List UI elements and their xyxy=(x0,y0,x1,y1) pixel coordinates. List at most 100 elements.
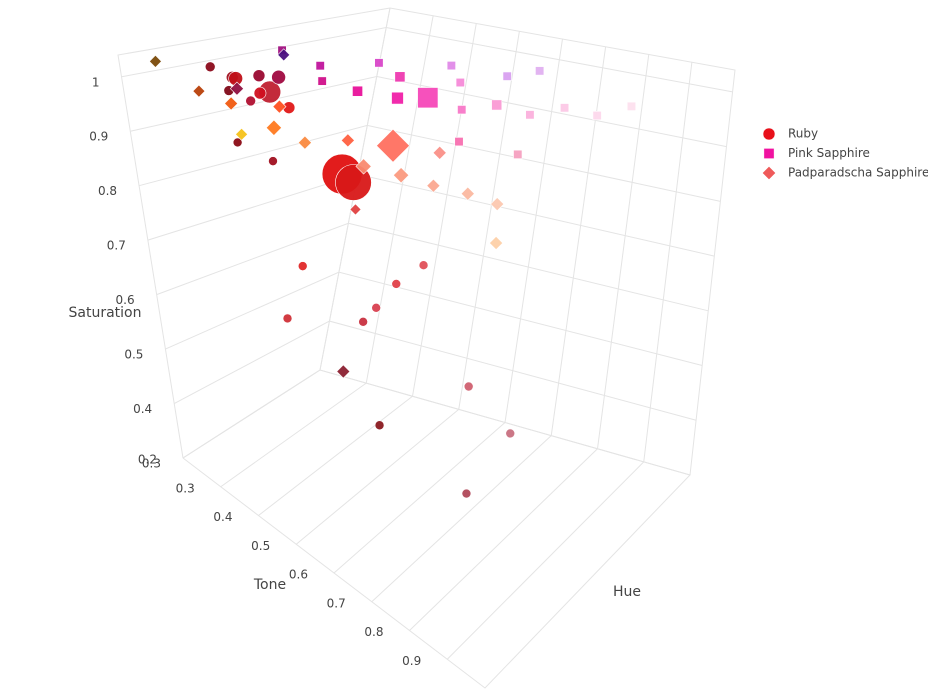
data-point xyxy=(297,261,308,271)
legend-marker xyxy=(762,127,776,141)
y-tick-label: 0.9 xyxy=(402,654,421,668)
box-edge xyxy=(182,369,691,689)
data-point xyxy=(340,133,355,148)
x-axis-title: Hue xyxy=(613,584,641,600)
data-point xyxy=(454,137,464,147)
data-point xyxy=(272,99,287,114)
data-point xyxy=(282,313,293,324)
data-point xyxy=(626,101,637,111)
z-grid-line xyxy=(138,124,721,202)
data-point xyxy=(349,203,362,216)
data-point xyxy=(148,54,162,68)
data-point xyxy=(277,48,291,62)
z-grid-line xyxy=(173,320,697,421)
y-axis-title: Tone xyxy=(253,577,286,593)
z-grid-line xyxy=(121,27,733,93)
data-point xyxy=(245,95,256,107)
y-grid-line xyxy=(258,23,477,516)
data-point xyxy=(252,69,266,82)
data-point xyxy=(192,84,206,98)
z-tick-label: 0.9 xyxy=(89,130,108,144)
y-tick-label: 0.8 xyxy=(364,625,383,639)
data-point xyxy=(315,61,325,71)
z-tick-label: 0.7 xyxy=(107,239,126,253)
data-point xyxy=(490,197,505,212)
marks xyxy=(148,45,637,499)
data-point xyxy=(336,364,351,379)
data-point xyxy=(592,110,602,121)
data-point xyxy=(268,156,278,166)
data-point xyxy=(463,381,474,392)
legend-marker xyxy=(762,166,776,180)
data-point xyxy=(355,158,372,175)
data-point xyxy=(352,85,363,97)
y-grid-line xyxy=(295,31,520,545)
data-point xyxy=(374,420,385,431)
data-point xyxy=(525,110,535,120)
y-tick-label: 0.2 xyxy=(138,453,157,467)
data-point xyxy=(232,137,243,148)
data-point xyxy=(253,86,267,100)
data-point xyxy=(224,96,239,111)
y-tick-label: 0.3 xyxy=(176,481,195,495)
data-point xyxy=(297,135,312,150)
z-tick-label: 0.3 xyxy=(142,457,161,471)
data-point xyxy=(371,303,381,313)
data-point xyxy=(394,71,406,83)
data-point xyxy=(461,488,472,499)
data-point xyxy=(460,186,475,201)
data-point xyxy=(235,127,249,141)
z-tick-label: 0.5 xyxy=(124,348,143,362)
legend-label[interactable]: Pink Sapphire xyxy=(788,146,870,160)
y-grid-line xyxy=(371,46,607,603)
data-point xyxy=(374,58,384,68)
z-grid-line xyxy=(165,271,703,367)
grid xyxy=(117,7,736,689)
y-grid-line xyxy=(220,15,434,488)
data-point xyxy=(392,167,410,184)
data-point xyxy=(505,428,516,439)
data-point xyxy=(457,105,467,115)
legend: Ruby Pink Sapphire Padparadscha Sapphire xyxy=(762,127,928,180)
y-grid-line xyxy=(446,62,693,660)
data-point xyxy=(271,69,286,85)
data-point xyxy=(229,81,244,96)
legend-marker xyxy=(763,148,775,159)
data-point xyxy=(391,279,402,289)
y-tick-label: 0.5 xyxy=(251,539,270,553)
data-point xyxy=(418,260,429,270)
data-point xyxy=(502,71,512,81)
data-point xyxy=(391,91,404,105)
data-point xyxy=(535,66,545,76)
data-point xyxy=(455,77,465,88)
data-point xyxy=(335,164,372,201)
y-tick-label: 0.7 xyxy=(327,596,346,610)
data-point xyxy=(489,236,504,251)
data-point xyxy=(358,316,368,327)
legend-label[interactable]: Ruby xyxy=(788,127,818,141)
data-point xyxy=(446,61,456,71)
y-grid-line xyxy=(409,54,650,631)
y-grid-line xyxy=(333,38,563,574)
data-point xyxy=(426,178,441,193)
z-grid-line xyxy=(130,75,727,148)
data-point xyxy=(204,61,216,73)
data-point xyxy=(491,99,503,111)
box-edge xyxy=(117,7,736,476)
z-tick-label: 0.8 xyxy=(98,184,117,198)
data-point xyxy=(560,103,570,113)
legend-label[interactable]: Padparadscha Sapphire xyxy=(788,166,928,180)
z-tick-label: 0.4 xyxy=(133,402,152,416)
y-tick-label: 0.6 xyxy=(289,568,308,582)
data-point xyxy=(376,128,410,163)
z-axis-title: Saturation xyxy=(69,305,142,321)
y-tick-label: 0.4 xyxy=(213,510,232,524)
y-grid-line xyxy=(182,7,391,459)
z-tick-label: 1 xyxy=(92,75,100,89)
data-point xyxy=(417,87,439,109)
data-point xyxy=(513,149,523,159)
data-point xyxy=(432,145,447,160)
z-tick-label: 0.6 xyxy=(116,293,135,307)
data-point xyxy=(317,76,327,86)
